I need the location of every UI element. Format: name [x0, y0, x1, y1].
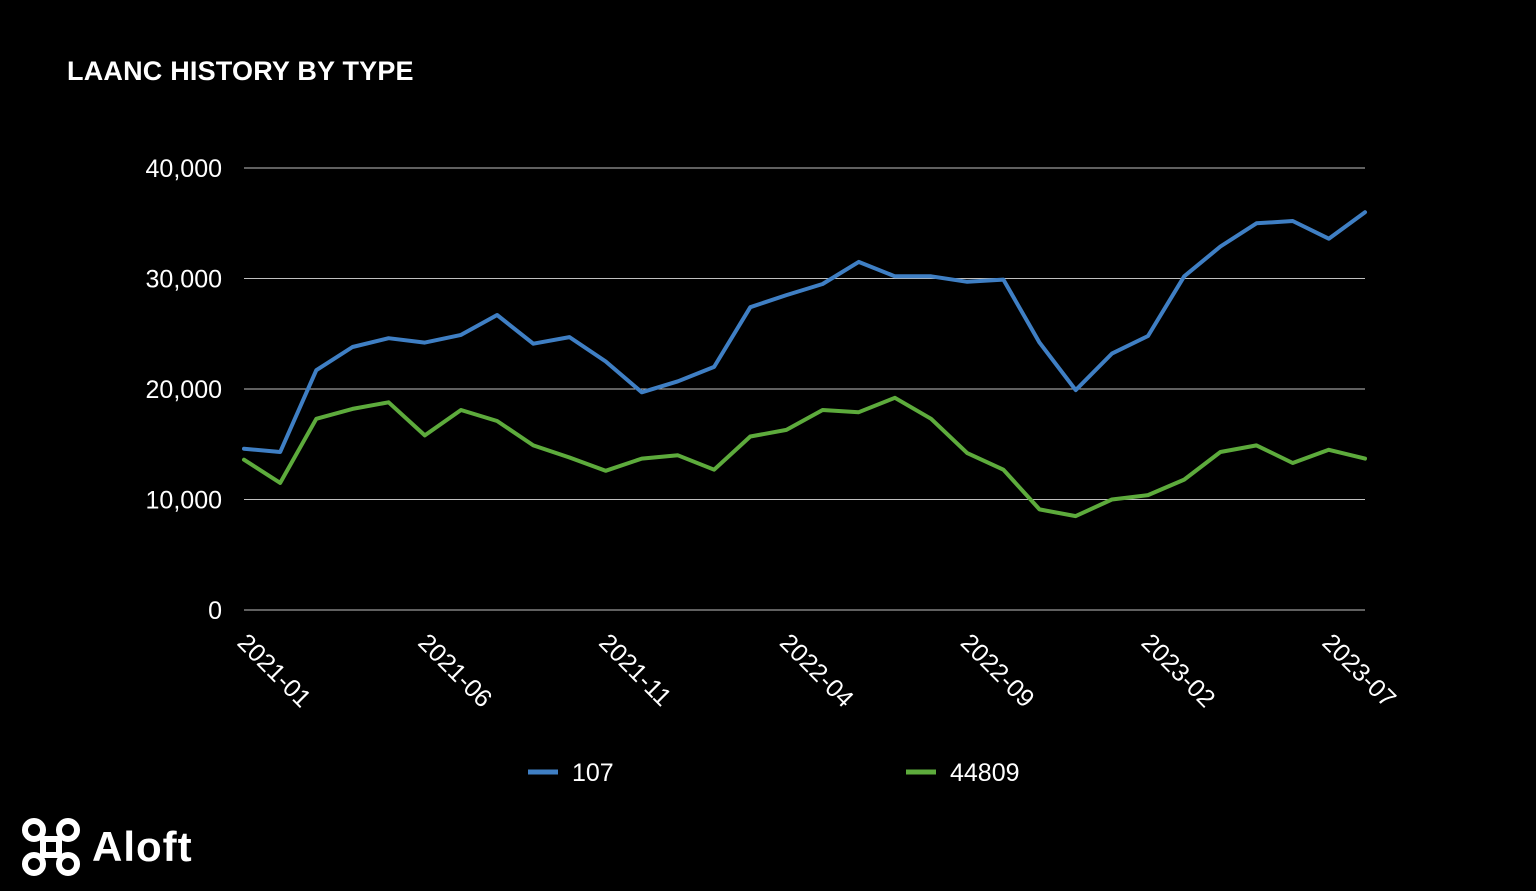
y-tick-label: 30,000 [146, 266, 222, 294]
series-line-107 [242, 210, 1367, 454]
y-tick-label: 10,000 [146, 487, 222, 515]
x-tick-label: 2021-11 [593, 628, 676, 711]
brand-logo: Aloft [20, 816, 193, 878]
legend-label-107: 107 [572, 759, 614, 787]
x-tick-label: 2022-04 [774, 628, 859, 713]
y-tick-label: 0 [208, 597, 222, 625]
x-tick-label: 2021-06 [413, 628, 498, 713]
series-line-44809 [242, 395, 1367, 519]
legend-label-44809: 44809 [950, 759, 1020, 787]
x-tick-label: 2022-09 [955, 628, 1040, 713]
chart-title: LAANC HISTORY BY TYPE [67, 56, 414, 86]
aloft-command-icon [22, 818, 80, 876]
brand-name: Aloft [92, 823, 193, 870]
x-tick-label: 2021-01 [232, 628, 317, 713]
x-tick-label: 2023-07 [1317, 628, 1402, 713]
y-tick-label: 20,000 [146, 376, 222, 404]
y-tick-label: 40,000 [146, 155, 222, 183]
x-tick-label: 2023-02 [1136, 628, 1221, 713]
